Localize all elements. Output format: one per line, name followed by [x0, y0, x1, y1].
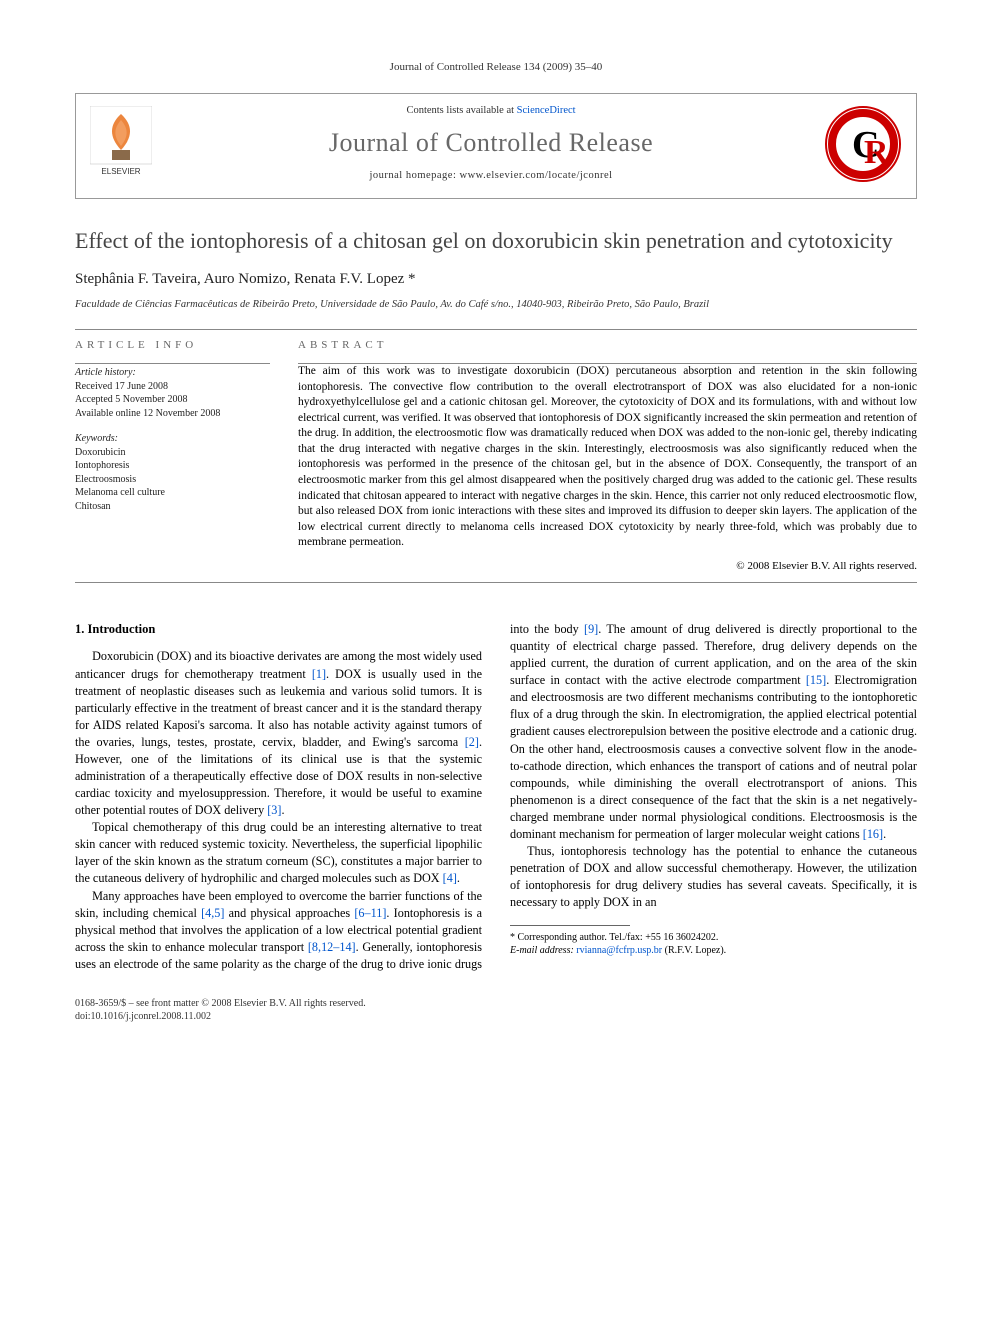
body-paragraph: Thus, iontophoresis technology has the p…: [510, 843, 917, 911]
keyword: Electroosmosis: [75, 473, 270, 487]
keyword: Melanoma cell culture: [75, 486, 270, 500]
citation-link[interactable]: [8,12–14]: [308, 940, 356, 954]
received-date: Received 17 June 2008: [75, 380, 270, 394]
abstract-text: The aim of this work was to investigate …: [298, 364, 917, 550]
sciencedirect-link[interactable]: ScienceDirect: [517, 105, 576, 116]
issn-line: 0168-3659/$ – see front matter © 2008 El…: [75, 997, 917, 1010]
citation-link[interactable]: [9]: [584, 622, 598, 636]
journal-badge-slot: C R: [817, 105, 902, 183]
authors-line: Stephânia F. Taveira, Auro Nomizo, Renat…: [75, 269, 917, 290]
keyword: Doxorubicin: [75, 446, 270, 460]
divider: [75, 582, 917, 583]
divider: [75, 329, 917, 330]
journal-header: ELSEVIER Contents lists available at Sci…: [75, 93, 917, 199]
online-date: Available online 12 November 2008: [75, 407, 270, 421]
contents-prefix: Contents lists available at: [406, 105, 516, 116]
citation-link[interactable]: [2]: [465, 735, 479, 749]
text-run: . Electromigration and electroosmosis ar…: [510, 673, 917, 841]
email-attribution: (R.F.V. Lopez).: [665, 945, 727, 956]
homepage-url: www.elsevier.com/locate/jconrel: [460, 170, 613, 181]
keyword: Iontophoresis: [75, 459, 270, 473]
email-line: E-mail address: rvianna@fcfrp.usp.br (R.…: [510, 944, 917, 957]
elsevier-logo-icon: ELSEVIER: [90, 106, 152, 178]
citation-link[interactable]: [16]: [863, 827, 883, 841]
citation-link[interactable]: [4,5]: [201, 906, 224, 920]
svg-text:ELSEVIER: ELSEVIER: [101, 167, 140, 176]
body-paragraph: Topical chemotherapy of this drug could …: [75, 819, 482, 887]
section-number: 1.: [75, 622, 84, 636]
journal-name: Journal of Controlled Release: [165, 125, 817, 161]
citation-link[interactable]: [6–11]: [354, 906, 386, 920]
email-label: E-mail address:: [510, 945, 574, 956]
doi-line: doi:10.1016/j.jconrel.2008.11.002: [75, 1010, 917, 1023]
article-info-heading: ARTICLE INFO: [75, 338, 270, 353]
running-head: Journal of Controlled Release 134 (2009)…: [75, 60, 917, 75]
body-two-column: 1. Introduction Doxorubicin (DOX) and it…: [75, 621, 917, 973]
controlled-release-badge-icon: C R: [824, 105, 902, 183]
footnote-block: * Corresponding author. Tel./fax: +55 16…: [510, 931, 917, 957]
footnote-separator: [510, 925, 630, 926]
email-link[interactable]: rvianna@fcfrp.usp.br: [576, 945, 662, 956]
text-run: Topical chemotherapy of this drug could …: [75, 820, 482, 885]
accepted-date: Accepted 5 November 2008: [75, 393, 270, 407]
text-run: and physical: [224, 906, 295, 920]
contents-available-line: Contents lists available at ScienceDirec…: [165, 104, 817, 119]
affiliation: Faculdade de Ciências Farmacêuticas de R…: [75, 298, 917, 313]
keywords-label: Keywords:: [75, 432, 270, 446]
divider: [75, 363, 270, 364]
corresponding-author-note: * Corresponding author. Tel./fax: +55 16…: [510, 931, 917, 944]
article-history-label: Article history:: [75, 366, 270, 380]
citation-link[interactable]: [3]: [267, 803, 281, 817]
publisher-logo-slot: ELSEVIER: [90, 106, 165, 183]
abstract-heading: ABSTRACT: [298, 338, 917, 353]
article-info-column: ARTICLE INFO Article history: Received 1…: [75, 338, 270, 574]
text-run: .: [281, 803, 284, 817]
page-footer: 0168-3659/$ – see front matter © 2008 El…: [75, 997, 917, 1023]
text-run: Thus, iontophoresis technology has the p…: [510, 844, 917, 909]
abstract-copyright: © 2008 Elsevier B.V. All rights reserved…: [298, 559, 917, 574]
svg-text:R: R: [864, 134, 889, 171]
homepage-prefix: journal homepage:: [369, 170, 459, 181]
article-title: Effect of the iontophoresis of a chitosa…: [75, 227, 917, 255]
body-paragraph: Doxorubicin (DOX) and its bioactive deri…: [75, 648, 482, 819]
text-run: .: [883, 827, 886, 841]
journal-homepage-line: journal homepage: www.elsevier.com/locat…: [165, 169, 817, 184]
citation-link[interactable]: [4]: [443, 871, 457, 885]
section-title: Introduction: [88, 622, 156, 636]
text-run: approaches: [295, 906, 354, 920]
keyword: Chitosan: [75, 500, 270, 514]
section-heading: 1. Introduction: [75, 621, 482, 639]
citation-link[interactable]: [1]: [312, 667, 326, 681]
abstract-column: ABSTRACT The aim of this work was to inv…: [298, 338, 917, 574]
text-run: .: [457, 871, 460, 885]
citation-link[interactable]: [15]: [806, 673, 826, 687]
